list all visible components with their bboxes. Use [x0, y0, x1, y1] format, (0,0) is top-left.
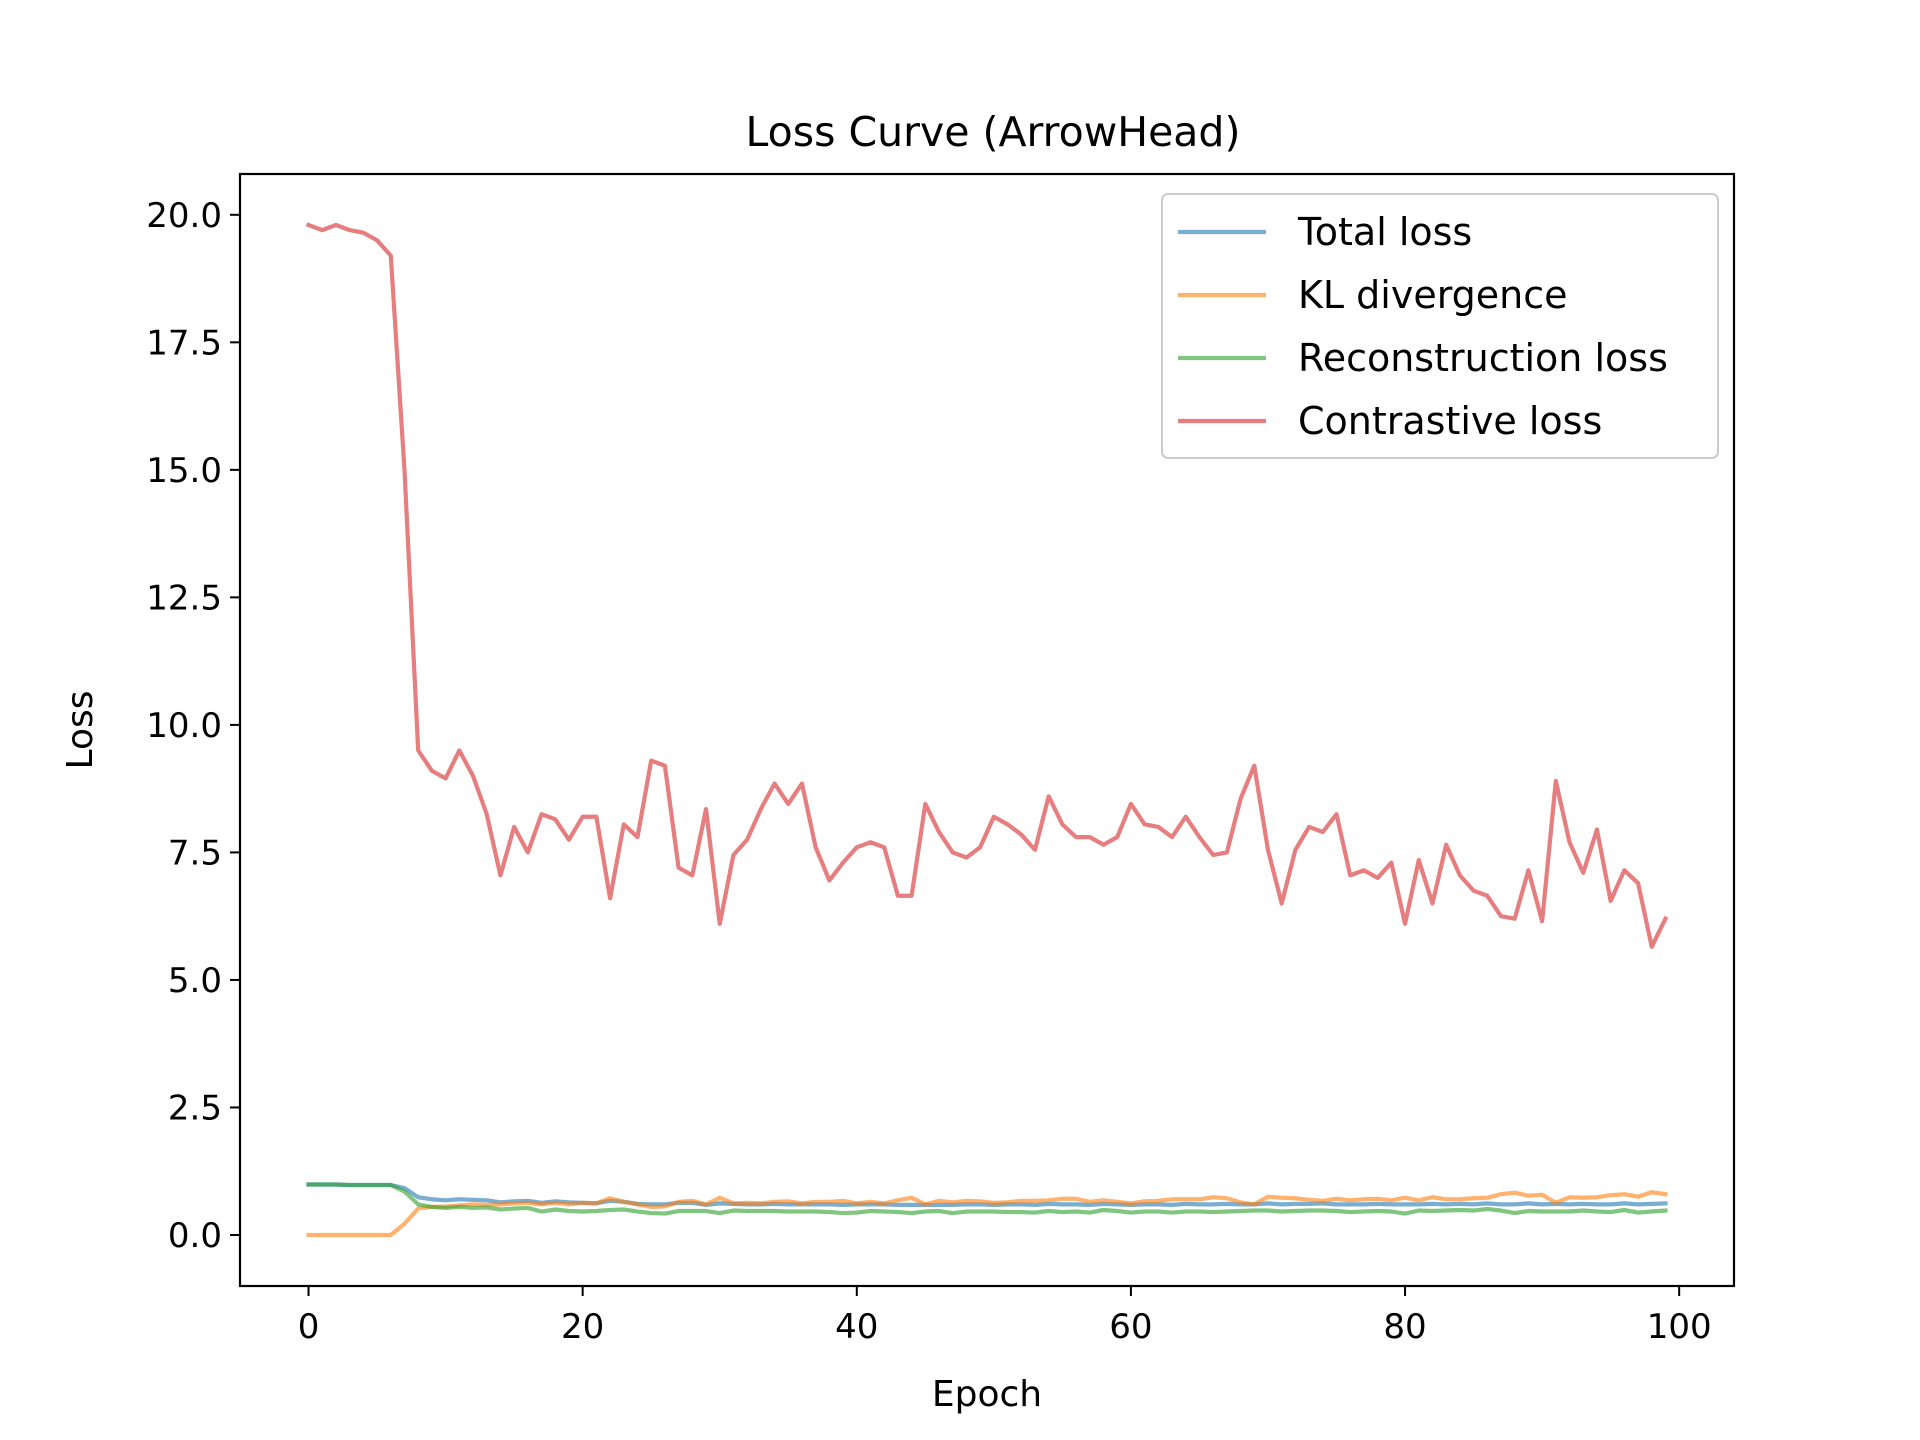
series-line-reconstruction-loss [306, 1182, 1668, 1216]
y-tick-label: 17.5 [146, 323, 222, 363]
y-tick-label: 7.5 [168, 833, 222, 873]
series-line-contrastive-loss [305, 222, 1669, 949]
y-tick-label: 2.5 [168, 1088, 222, 1128]
x-tick-label: 40 [835, 1307, 878, 1347]
y-tick-label: 5.0 [168, 961, 222, 1001]
chart-title: Loss Curve (ArrowHead) [746, 108, 1241, 156]
y-tick-label: 10.0 [146, 706, 222, 746]
series-line-kl-divergence [306, 1190, 1668, 1238]
x-tick-label: 20 [561, 1307, 604, 1347]
y-tick-label: 20.0 [146, 196, 222, 236]
legend-box [1161, 193, 1719, 459]
legend: Total loss KL divergence Reconstruction lo… [1161, 193, 1719, 459]
plot-frame [238, 172, 1736, 1288]
x-tick-label: 100 [1647, 1307, 1712, 1347]
x-axis-label: Epoch [932, 1374, 1042, 1415]
x-tick-label: 60 [1109, 1307, 1152, 1347]
x-tick-label: 80 [1383, 1307, 1426, 1347]
x-tick-label: 0 [298, 1307, 320, 1347]
legend-label: KL divergence [1298, 273, 1568, 317]
y-tick-label: 0.0 [168, 1216, 222, 1256]
legend-label: Total loss [1297, 210, 1472, 254]
legend-label: Reconstruction loss [1298, 336, 1668, 380]
legend-label: Contrastive loss [1298, 399, 1602, 443]
y-axis-label: Loss [60, 691, 101, 770]
y-tick-label: 15.0 [146, 451, 222, 491]
y-tick-label: 12.5 [146, 578, 222, 618]
